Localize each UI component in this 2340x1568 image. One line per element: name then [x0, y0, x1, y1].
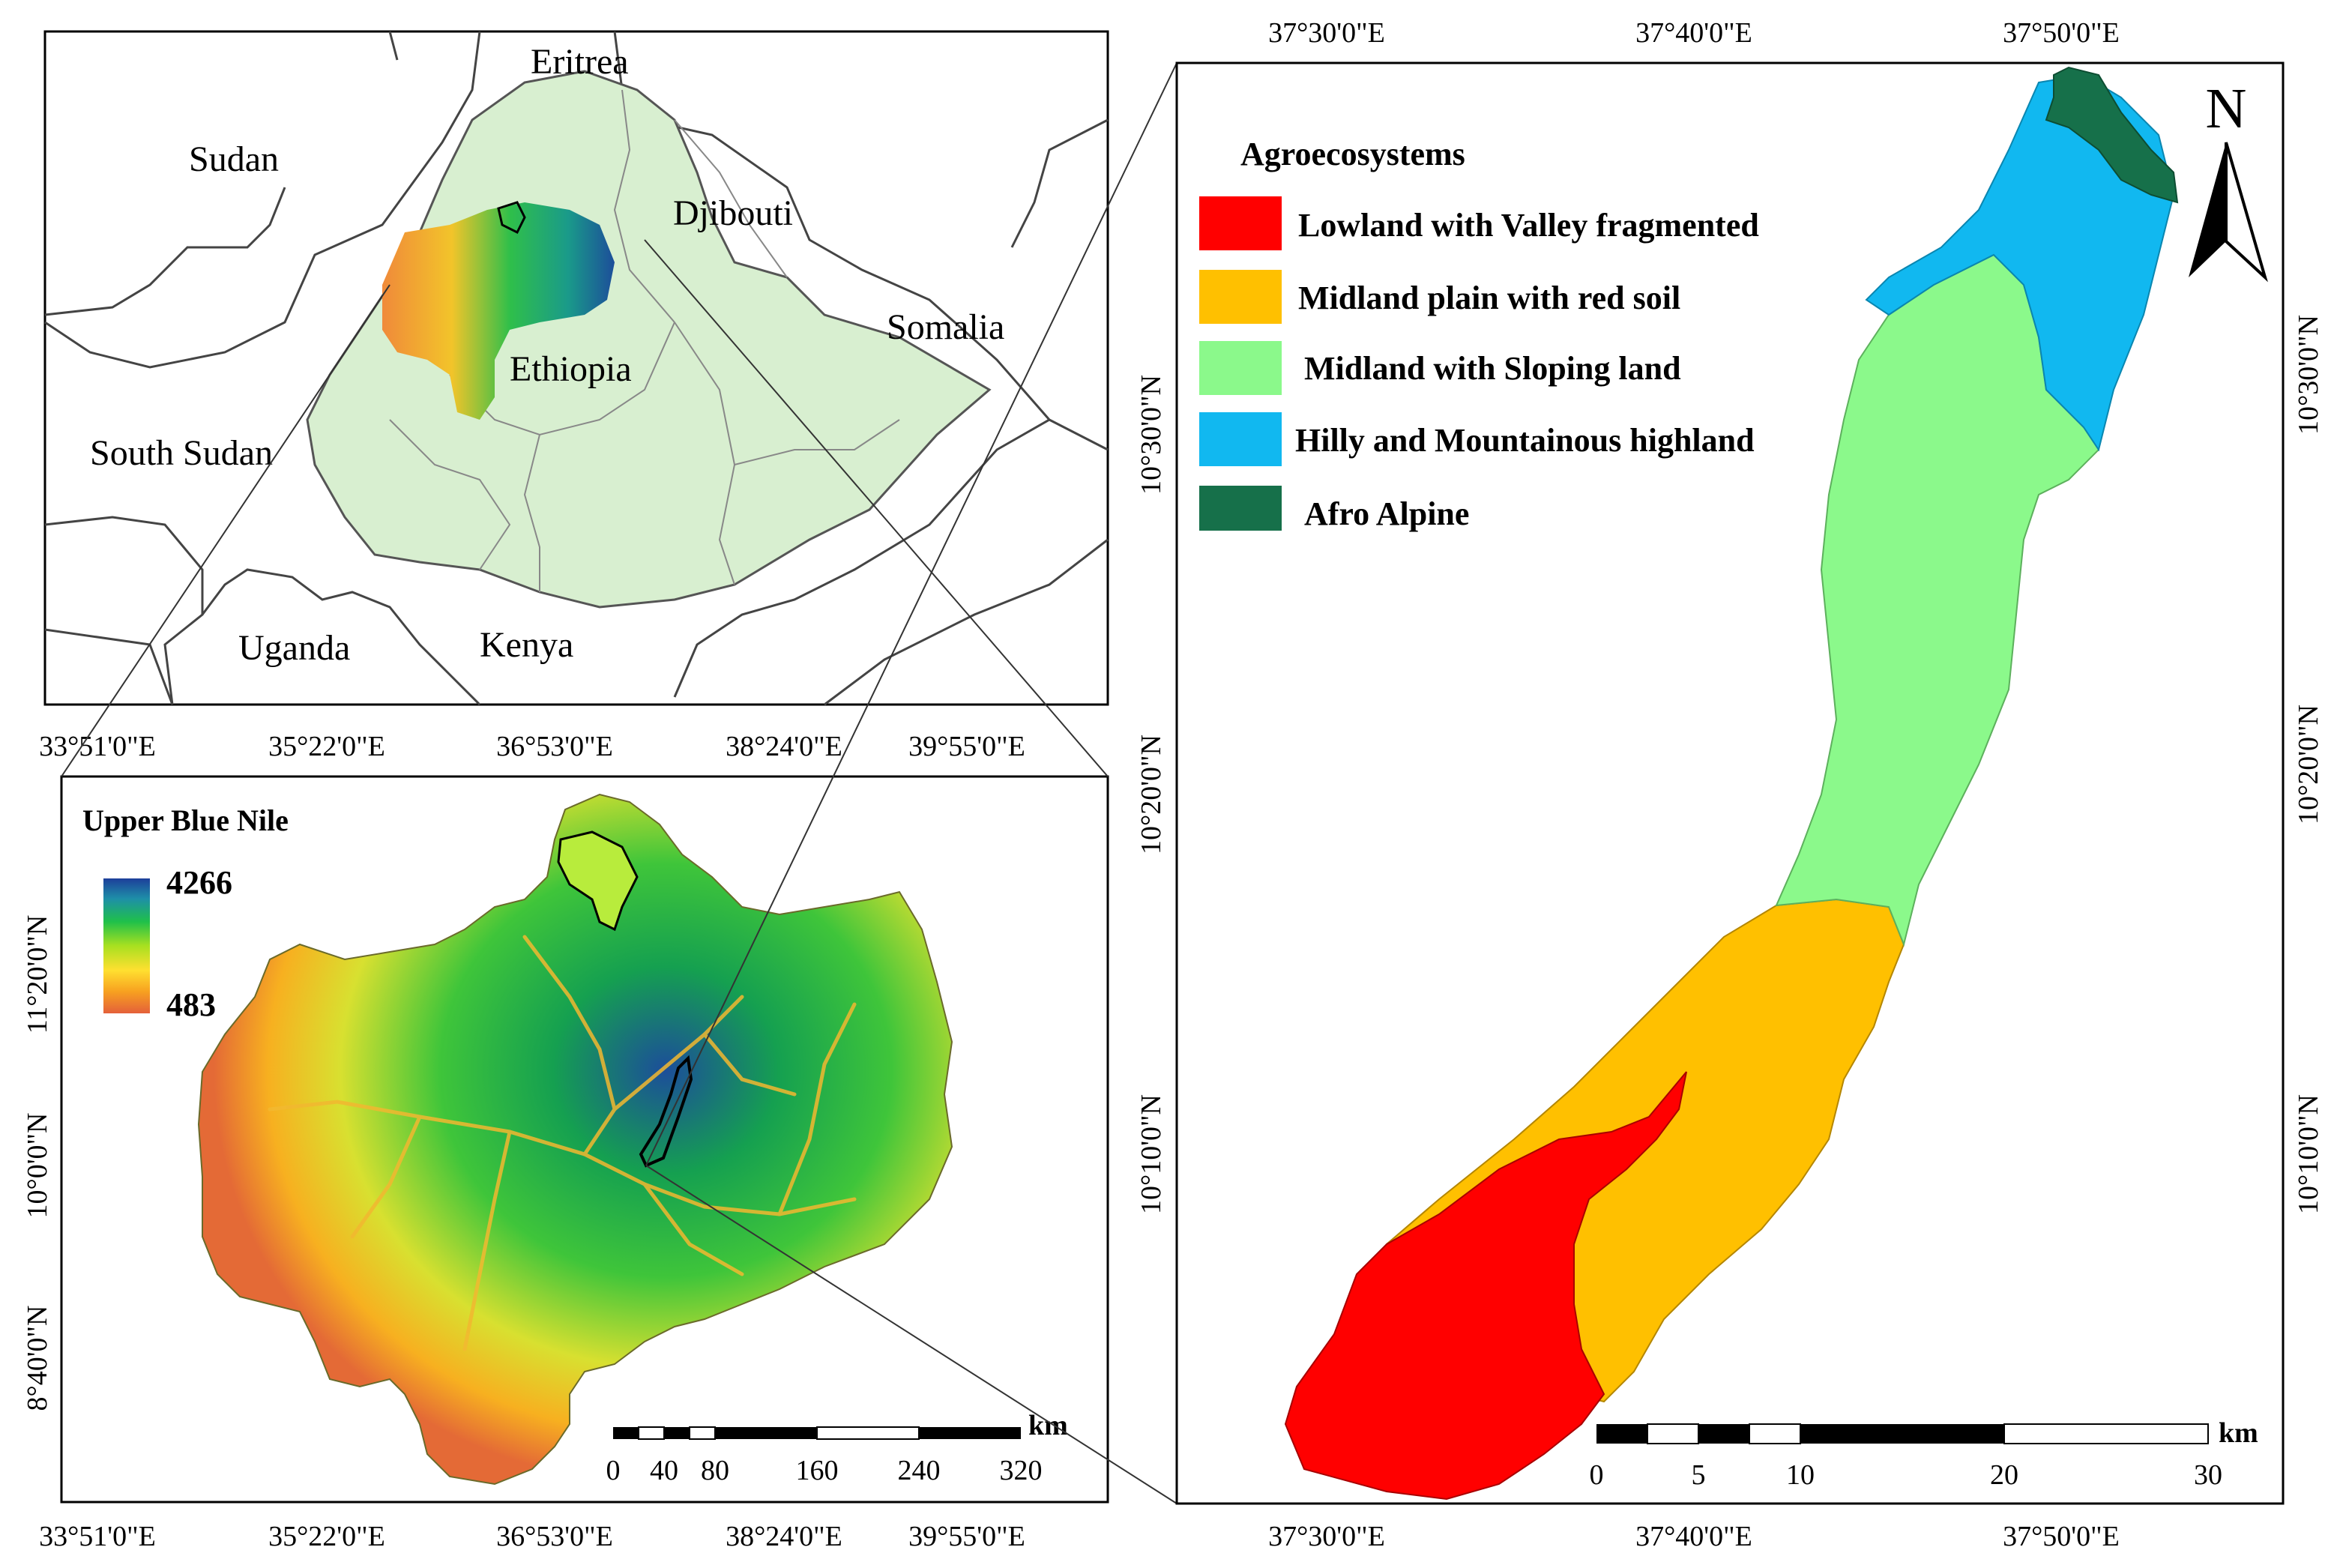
detail-top-axis: 37°30'0"E 37°40'0"E 37°50'0"E [1268, 17, 2120, 49]
svg-text:33°51'0"E: 33°51'0"E [39, 1521, 156, 1552]
scale-unit: km [2219, 1417, 2258, 1449]
upper-blue-nile-extent [382, 202, 615, 420]
svg-text:35°22'0"E: 35°22'0"E [268, 1521, 385, 1552]
svg-text:33°51'0"E: 33°51'0"E [39, 731, 156, 762]
scale-unit: km [1028, 1410, 1068, 1441]
basin-left-axis: 11°20'0"N 10°0'0"N 8°40'0"N [22, 915, 53, 1411]
country-label-uganda: Uganda [238, 628, 350, 668]
svg-text:36°53'0"E: 36°53'0"E [496, 731, 613, 762]
legend-label-midland-plain: Midland plain with red soil [1298, 280, 1680, 316]
scale-tick: 20 [1990, 1459, 2018, 1491]
north-arrow-label: N [2206, 77, 2247, 140]
svg-text:10°30'0"N: 10°30'0"N [2293, 315, 2324, 435]
legend-swatch-lowland [1199, 196, 1282, 250]
scale-tick: 0 [1590, 1459, 1604, 1491]
detail-map: Agroecosystems Lowland with Valley fragm… [1136, 17, 2324, 1552]
svg-text:35°22'0"E: 35°22'0"E [268, 731, 385, 762]
legend-label-midland-sloping: Midland with Sloping land [1304, 350, 1681, 387]
svg-text:37°30'0"E: 37°30'0"E [1268, 17, 1385, 49]
svg-text:10°20'0"N: 10°20'0"N [1136, 735, 1167, 854]
elevation-max-label: 4266 [166, 864, 232, 901]
scale-tick: 240 [898, 1455, 941, 1486]
country-label-somalia: Somalia [887, 307, 1004, 347]
svg-text:10°10'0"N: 10°10'0"N [2293, 1094, 2324, 1214]
country-label-sudan: Sudan [189, 139, 279, 179]
ethiopia-region-borders [389, 89, 900, 592]
scale-tick: 320 [1000, 1455, 1043, 1486]
basin-top-axis: 33°51'0"E 35°22'0"E 36°53'0"E 38°24'0"E … [39, 731, 1025, 762]
svg-text:38°24'0"E: 38°24'0"E [726, 731, 842, 762]
legend-label-lowland: Lowland with Valley fragmented [1298, 207, 1759, 244]
scale-tick: 40 [650, 1455, 678, 1486]
zone-afro-alpine [2045, 66, 2179, 204]
north-arrow-right-half [2225, 142, 2268, 283]
svg-text:11°20'0"N: 11°20'0"N [22, 915, 53, 1034]
basin-bottom-axis: 33°51'0"E 35°22'0"E 36°53'0"E 38°24'0"E … [39, 1521, 1025, 1552]
study-area-locator [497, 201, 526, 235]
country-label-djibouti: Djibouti [673, 193, 793, 233]
detail-scale-bar: 0 5 10 20 30 km [1590, 1417, 2258, 1491]
agroecosystem-legend: Lowland with Valley fragmented Midland p… [1199, 196, 1759, 532]
drainage-network [268, 935, 857, 1351]
scale-tick: 80 [701, 1455, 729, 1486]
svg-text:8°40'0"N: 8°40'0"N [22, 1306, 53, 1411]
svg-text:37°40'0"E: 37°40'0"E [1635, 17, 1752, 49]
legend-swatch-midland-sloping [1199, 341, 1282, 395]
scale-tick: 0 [606, 1455, 621, 1486]
svg-text:37°50'0"E: 37°50'0"E [2003, 1521, 2120, 1552]
country-label-south-sudan: South Sudan [90, 433, 273, 473]
svg-text:39°55'0"E: 39°55'0"E [908, 731, 1025, 762]
legend-swatch-afro-alpine [1199, 486, 1282, 531]
upper-blue-nile-dem [197, 793, 953, 1486]
country-label-ethiopia: Ethiopia [510, 349, 632, 389]
svg-text:10°30'0"N: 10°30'0"N [1136, 375, 1167, 495]
detail-left-axis: 10°30'0"N 10°20'0"N 10°10'0"N [1136, 375, 1167, 1214]
elevation-colorbar [103, 878, 150, 1013]
locator-map: Eritrea Sudan Djibouti Somalia Ethiopia … [43, 30, 1109, 706]
country-label-eritrea: Eritrea [531, 42, 629, 82]
legend-label-hilly-highland: Hilly and Mountainous highland [1295, 422, 1755, 459]
scale-tick: 30 [2194, 1459, 2222, 1491]
svg-text:10°0'0"N: 10°0'0"N [22, 1113, 53, 1219]
legend-title: Agroecosystems [1240, 136, 1465, 172]
legend-swatch-midland-plain [1199, 270, 1282, 324]
north-arrow: N [2189, 77, 2268, 283]
svg-text:10°20'0"N: 10°20'0"N [2293, 705, 2324, 824]
detail-right-axis: 10°30'0"N 10°20'0"N 10°10'0"N [2293, 315, 2324, 1214]
elevation-min-label: 483 [166, 986, 216, 1023]
country-label-kenya: Kenya [480, 625, 573, 665]
svg-text:37°50'0"E: 37°50'0"E [2003, 17, 2120, 49]
lake-tana [557, 830, 639, 932]
basin-map: Upper Blue Nile 4266 483 0 40 80 160 240… [22, 731, 1109, 1552]
inset-leader-lines [61, 62, 1177, 1504]
svg-text:36°53'0"E: 36°53'0"E [496, 1521, 613, 1552]
scale-tick: 160 [796, 1455, 839, 1486]
legend-swatch-hilly-highland [1199, 412, 1282, 466]
svg-text:38°24'0"E: 38°24'0"E [726, 1521, 842, 1552]
study-area-outline [639, 1055, 693, 1168]
svg-text:10°10'0"N: 10°10'0"N [1136, 1094, 1167, 1214]
svg-text:37°40'0"E: 37°40'0"E [1635, 1521, 1752, 1552]
north-arrow-left-half [2189, 142, 2226, 277]
basin-scale-bar: 0 40 80 160 240 320 km [606, 1410, 1068, 1486]
zone-lowland-valley [1284, 1071, 1687, 1501]
detail-bottom-axis: 37°30'0"E 37°40'0"E 37°50'0"E [1268, 1521, 2120, 1552]
legend-label-afro-alpine: Afro Alpine [1304, 495, 1469, 532]
scale-tick: 10 [1786, 1459, 1815, 1491]
svg-text:39°55'0"E: 39°55'0"E [908, 1521, 1025, 1552]
scale-tick: 5 [1692, 1459, 1706, 1491]
basin-map-title: Upper Blue Nile [82, 803, 289, 837]
svg-text:37°30'0"E: 37°30'0"E [1268, 1521, 1385, 1552]
